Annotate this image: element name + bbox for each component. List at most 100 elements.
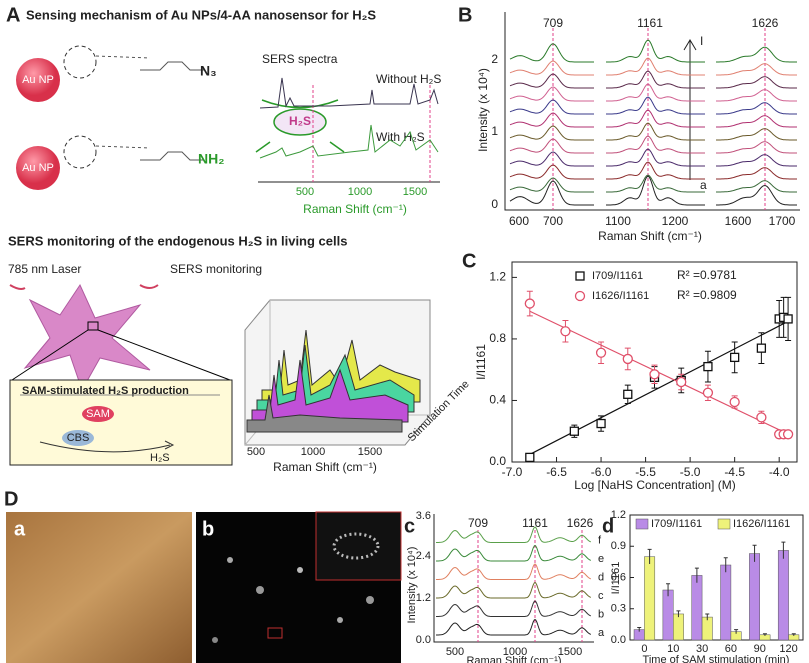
spectrum: [606, 135, 705, 154]
y-tick-label: 2: [491, 52, 498, 66]
peak-label: 709: [468, 516, 488, 530]
y-tick-label: 0.0: [611, 634, 626, 646]
plot3d-tick: 1500: [358, 446, 382, 458]
inset-xlabel: Raman Shift (cm⁻¹): [303, 202, 407, 216]
micrograph-sers: [196, 511, 402, 663]
legend-label: I709/I1161: [592, 270, 643, 282]
data-point: [560, 326, 571, 337]
y-tick-label: 1: [491, 124, 498, 138]
y-tick-label: 0.4: [489, 393, 506, 407]
data-point: [783, 314, 793, 324]
inset-axes: [258, 77, 440, 183]
y-tick-label: 2.4: [416, 550, 431, 562]
spectrum: [606, 57, 705, 76]
x-tick-label: -6.5: [546, 465, 567, 479]
spectrum: [606, 175, 705, 206]
spectrum: [509, 177, 594, 193]
spectrum: [716, 141, 797, 154]
x-axis-label: Raman Shift (cm⁻¹): [466, 655, 561, 663]
bar: [662, 589, 674, 641]
data-point: [729, 396, 740, 408]
monitoring-label: SERS monitoring: [170, 262, 262, 276]
y-axis-label: I/I1161: [474, 344, 488, 380]
bar: [777, 550, 789, 641]
nanoparticle-bottom: [16, 135, 204, 190]
panel-label: B: [458, 4, 472, 26]
spectrum: [716, 102, 797, 115]
spectrum: [606, 148, 705, 167]
spectrum: [509, 73, 594, 89]
image-label: a: [14, 518, 26, 540]
error-bar: [647, 548, 652, 564]
trend-mark: I: [700, 34, 703, 48]
legend-label: I1626/I1161: [592, 290, 649, 302]
spectrum: [716, 63, 797, 76]
y-tick-label: 0.6: [611, 571, 626, 583]
curve-label: d: [598, 571, 604, 583]
x-tick-label: 1600: [725, 214, 752, 228]
inset-legend: With H₂S: [376, 130, 425, 144]
data-point: [524, 298, 535, 309]
spectrum: [509, 125, 594, 141]
y-tick-label: 0.9: [611, 540, 626, 552]
data-point: [569, 426, 579, 436]
spectrum: [716, 185, 797, 206]
x-tick-label: 1700: [769, 214, 796, 228]
fit-line: [529, 320, 789, 455]
data-point: [623, 389, 633, 399]
x-tick-label: -5.0: [680, 465, 701, 479]
spectrum: [509, 99, 594, 115]
pathway: [20, 394, 220, 453]
x-tick-label: -7.0: [502, 465, 523, 479]
x-tick-label: 1500: [558, 646, 582, 658]
data-point: [703, 361, 713, 372]
x-tick-label: -6.0: [591, 465, 612, 479]
bar: [644, 556, 656, 641]
error-bar: [666, 583, 671, 597]
x-tick-label: 0: [641, 643, 647, 655]
x-tick-label: 1200: [662, 214, 689, 228]
section-title: SERS monitoring of the endogenous H₂S in…: [8, 233, 347, 248]
image-label: b: [202, 518, 214, 540]
sam-label: SAM: [86, 408, 110, 420]
x-tick-label: 30: [696, 643, 708, 655]
data-point: [622, 353, 633, 365]
x-tick-label: 1000: [503, 646, 527, 658]
inset-tick: 500: [296, 186, 314, 198]
x-tick-label: 600: [509, 214, 529, 228]
error-bar: [752, 544, 757, 562]
y-axis-label: I/I1161: [610, 562, 622, 595]
curve-label: e: [598, 553, 604, 565]
x-tick-label: 60: [725, 643, 737, 655]
x-tick-label: -4.5: [724, 465, 745, 479]
spectrum: [606, 39, 705, 63]
bar: [673, 613, 684, 641]
spectrum: [716, 89, 797, 102]
x-tick-label: 1100: [605, 214, 631, 228]
product-label: H₂S: [150, 452, 170, 464]
h2s-label: H₂S: [289, 114, 311, 128]
spectrum: [436, 582, 592, 599]
section-title: Sensing mechanism of Au NPs/4-AA nanosen…: [26, 7, 376, 22]
panel-label: C: [462, 250, 476, 272]
legend-marker: [574, 290, 586, 302]
x-tick-label: 500: [446, 646, 464, 658]
plot-frame: [629, 514, 804, 641]
peak-label: 1161: [522, 516, 548, 530]
legend-swatch: [635, 518, 649, 530]
spectrum: [606, 96, 705, 115]
y-tick-label: 3.6: [416, 510, 431, 522]
error-bar: [694, 567, 699, 583]
cell: [9, 283, 231, 392]
peak-label: 1161: [637, 16, 663, 30]
y-tick-label: 0.3: [611, 603, 626, 615]
spectrum: [606, 109, 705, 128]
laser-label: 785 nm Laser: [8, 262, 81, 276]
x-tick-label: 120: [779, 643, 797, 655]
x-axis-label: Raman Shift (cm⁻¹): [598, 229, 702, 243]
y-tick-label: 1.2: [416, 592, 431, 604]
plot3d-tick: 500: [247, 446, 265, 458]
spectrum: [716, 154, 797, 167]
spectrum: [436, 619, 592, 636]
data-point: [756, 343, 767, 353]
